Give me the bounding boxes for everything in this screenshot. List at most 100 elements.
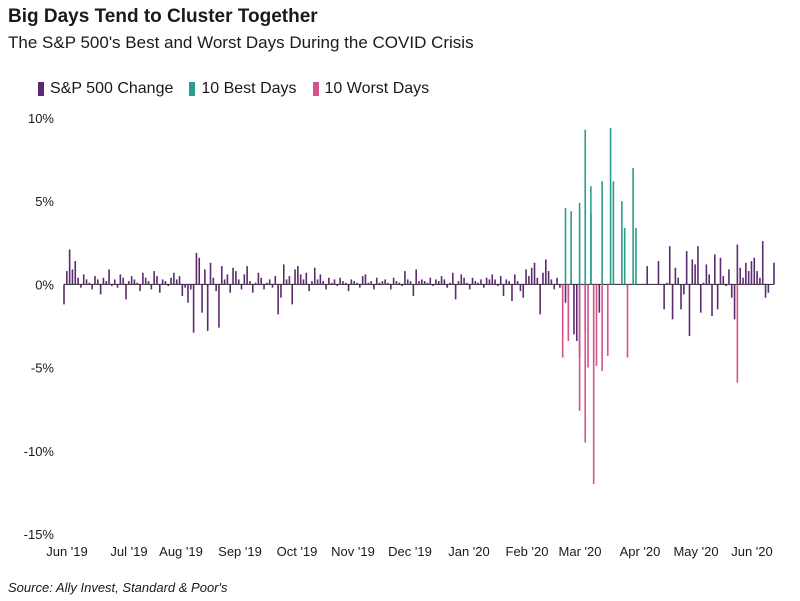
bar-s-p-500-change <box>85 279 88 285</box>
bar-s-p-500-change <box>274 276 277 285</box>
legend-item-best-days: 10 Best Days <box>189 80 297 98</box>
bar-s-p-500-change <box>429 277 432 285</box>
bar-s-p-500-change <box>412 284 415 297</box>
bar-s-p-500-change <box>325 284 327 290</box>
bar-s-p-500-change <box>330 282 333 285</box>
bar-s-p-500-change <box>759 277 761 285</box>
bar-s-p-500-change <box>94 276 96 285</box>
bar-s-p-500-change <box>426 282 429 285</box>
bar-10-best-days <box>584 129 587 285</box>
bar-s-p-500-change <box>263 284 265 290</box>
bar-s-p-500-change <box>730 284 733 298</box>
bar-10-worst-days <box>578 284 581 411</box>
x-tick-label: Jul '19 <box>110 544 147 559</box>
bar-s-p-500-change <box>113 279 116 285</box>
bar-s-p-500-change <box>725 284 727 287</box>
bar-s-p-500-change <box>708 274 710 285</box>
bar-s-p-500-change <box>702 282 705 285</box>
bar-s-p-500-change <box>694 264 696 285</box>
y-tick-label: -10% <box>24 444 55 459</box>
bar-s-p-500-change <box>511 284 513 302</box>
bar-s-p-500-change <box>550 279 553 285</box>
legend-swatch-worst-days <box>312 82 319 96</box>
bar-s-p-500-change <box>674 267 677 285</box>
bar-s-p-500-change <box>173 272 175 285</box>
bar-s-p-500-change <box>499 276 502 285</box>
bar-s-p-500-change <box>432 284 434 287</box>
bar-10-worst-days <box>561 284 564 358</box>
bar-s-p-500-change <box>488 279 491 285</box>
bar-s-p-500-change <box>421 279 423 285</box>
bar-s-p-500-change <box>111 284 113 287</box>
bar-s-p-500-change <box>91 284 93 290</box>
bar-s-p-500-change <box>142 272 144 285</box>
bar-s-p-500-change <box>516 281 519 285</box>
bar-s-p-500-change <box>209 262 212 285</box>
bar-s-p-500-change <box>128 281 130 285</box>
bar-s-p-500-change <box>542 272 544 285</box>
bar-s-p-500-change <box>136 282 139 285</box>
bar-s-p-500-change <box>747 271 750 285</box>
bar-s-p-500-change <box>243 274 246 285</box>
bar-s-p-500-change <box>764 284 767 298</box>
bar-s-p-500-change <box>71 269 74 285</box>
bar-10-worst-days <box>584 284 587 443</box>
bar-s-p-500-change <box>483 284 485 288</box>
chart-subtitle: The S&P 500's Best and Worst Days During… <box>8 33 474 52</box>
bar-s-p-500-change <box>474 281 477 285</box>
bar-s-p-500-change <box>122 277 124 285</box>
bar-s-p-500-change <box>418 281 420 285</box>
bar-s-p-500-change <box>282 264 285 285</box>
bar-s-p-500-change <box>212 277 215 285</box>
bar-s-p-500-change <box>728 269 730 285</box>
bar-s-p-500-change <box>99 284 102 295</box>
bar-s-p-500-change <box>646 266 649 285</box>
x-tick-label: Sep '19 <box>218 544 262 559</box>
y-tick-label: 5% <box>35 194 54 209</box>
bar-s-p-500-change <box>167 284 170 287</box>
bar-s-p-500-change <box>105 281 108 285</box>
bar-s-p-500-change <box>223 279 226 285</box>
bar-s-p-500-change <box>497 284 499 287</box>
legend-item-sp500-change: S&P 500 Change <box>38 80 173 98</box>
bar-s-p-500-change <box>559 284 561 288</box>
bar-s-p-500-change <box>277 284 279 315</box>
y-tick-label: -5% <box>31 361 55 376</box>
bar-s-p-500-change <box>401 284 403 287</box>
bar-s-p-500-change <box>251 284 254 293</box>
bar-s-p-500-change <box>226 274 229 285</box>
bar-s-p-500-change <box>463 277 465 285</box>
bar-s-p-500-change <box>437 281 440 285</box>
bar-s-p-500-change <box>485 277 488 285</box>
bar-s-p-500-change <box>254 282 257 285</box>
bar-s-p-500-change <box>761 241 764 285</box>
bar-10-worst-days <box>626 284 629 358</box>
bar-s-p-500-change <box>164 281 167 285</box>
bar-s-p-500-change <box>158 284 161 293</box>
bar-s-p-500-change <box>139 284 141 292</box>
bar-s-p-500-change <box>322 281 325 285</box>
bar-s-p-500-change <box>178 276 181 285</box>
bar-s-p-500-change <box>68 249 71 285</box>
bar-s-p-500-change <box>77 277 79 285</box>
bar-s-p-500-change <box>381 281 384 285</box>
bar-s-p-500-change <box>356 282 358 285</box>
bar-s-p-500-change <box>398 282 401 285</box>
legend-label-sp500-change: S&P 500 Change <box>50 80 174 97</box>
bar-s-p-500-change <box>392 277 395 285</box>
bar-s-p-500-change <box>175 279 178 285</box>
bar-s-p-500-change <box>680 284 682 310</box>
bar-s-p-500-change <box>415 269 417 285</box>
bar-s-p-500-change <box>378 282 381 285</box>
bar-s-p-500-change <box>390 284 392 290</box>
bar-10-best-days <box>609 127 612 285</box>
bar-s-p-500-change <box>753 257 756 285</box>
bar-s-p-500-change <box>384 279 386 285</box>
bar-s-p-500-change <box>82 274 85 285</box>
bar-s-p-500-change <box>215 284 217 292</box>
bar-s-p-500-change <box>750 261 753 285</box>
bar-s-p-500-change <box>285 279 288 285</box>
bar-s-p-500-change <box>342 281 344 285</box>
bar-s-p-500-change <box>477 282 479 285</box>
bar-s-p-500-change <box>235 271 237 285</box>
